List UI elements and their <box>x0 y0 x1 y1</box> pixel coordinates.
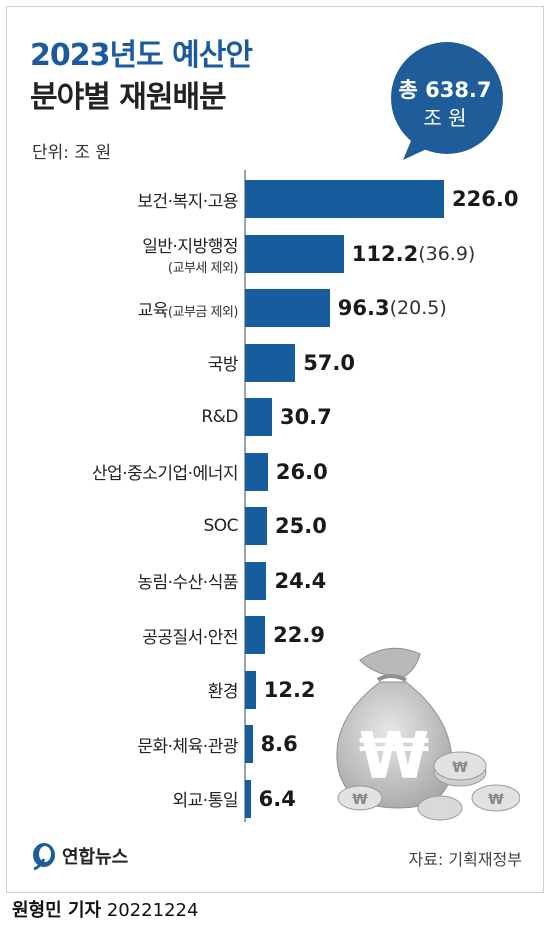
category-label-text: 교육(교부금 제외) <box>137 300 239 321</box>
bar-row: 국방 57.0 <box>0 341 550 391</box>
category-note: (교부세 제외) <box>167 260 239 276</box>
category-label-text: 문화·체육·관광 <box>137 736 238 757</box>
svg-text:₩: ₩ <box>352 792 368 808</box>
yonhap-logo-icon <box>33 843 55 871</box>
data-label: 8.6 <box>261 722 298 766</box>
category-label: 산업·중소기업·에너지 <box>91 450 239 494</box>
category-label-text: 보건·복지·고용 <box>137 191 238 212</box>
category-label-text: 일반·지방행정 <box>142 236 238 257</box>
agency-name: 연합뉴스 <box>62 847 129 868</box>
category-label-text: R&D <box>201 407 238 427</box>
value-label: 112.2 <box>351 241 419 266</box>
bar <box>245 670 256 709</box>
category-label-text: 외교·통일 <box>172 791 239 811</box>
bar-row: 공공질서·안전 22.9 <box>0 613 550 663</box>
category-label: 일반·지방행정 (교부세 제외) <box>142 232 238 276</box>
bar <box>245 234 344 273</box>
chart-subtitle: 분야별 재원배분 <box>30 80 227 115</box>
speech-bubble-icon <box>391 42 503 160</box>
bar-row: 보건·복지·고용 226.0 <box>0 177 550 227</box>
paren-value-label: (36.9) <box>418 242 476 265</box>
category-label: 보건·복지·고용 <box>137 177 238 221</box>
value-label: 96.3 <box>337 296 390 320</box>
bar <box>245 398 273 436</box>
value-label: 30.7 <box>280 405 332 429</box>
category-label-text: 농림·수산·식품 <box>137 573 238 593</box>
bar-row: SOC 25.0 <box>0 504 550 554</box>
data-label: 57.0 <box>303 341 355 385</box>
won-sign-icon: ₩ <box>359 720 430 794</box>
category-label: 문화·체육·관광 <box>137 722 238 766</box>
svg-text:₩: ₩ <box>359 720 430 794</box>
data-label: 226.0 <box>452 177 518 221</box>
data-label: 12.2 <box>264 668 316 712</box>
total-bubble: 총 638.7 조 원 <box>383 40 507 164</box>
bar <box>245 616 266 654</box>
reporter-name: 원형민 기자 <box>12 900 102 921</box>
bar <box>245 180 444 218</box>
data-label: 30.7 <box>280 395 332 439</box>
value-label: 226.0 <box>452 187 519 211</box>
svg-text:₩: ₩ <box>452 760 468 776</box>
category-label-text: 국방 <box>207 355 239 375</box>
category-label: 환경 <box>207 668 239 712</box>
bar <box>245 561 267 600</box>
value-label: 22.9 <box>273 623 325 647</box>
bar-row: 농림·수산·식품 24.4 <box>0 559 550 609</box>
money-bag-icon: ₩ ₩ ₩ ₩ <box>336 647 520 821</box>
value-label: 26.0 <box>275 459 328 484</box>
category-label: 공공질서·안전 <box>142 613 238 657</box>
category-label: 교육(교부금 제외) <box>137 286 239 330</box>
data-label: 25.0 <box>275 504 327 548</box>
category-label: 국방 <box>207 341 239 385</box>
bar <box>245 452 268 491</box>
bar <box>245 289 330 327</box>
category-label-text: 환경 <box>207 682 239 702</box>
won-coin-icon: ₩ ₩ ₩ <box>337 751 520 821</box>
bar-row: 교육(교부금 제외) 96.3 (20.5) <box>0 286 550 336</box>
bar-row: 산업·중소기업·에너지 26.0 <box>0 450 550 500</box>
bar <box>245 725 253 763</box>
bar <box>245 779 251 818</box>
data-label: 112.2 (36.9) <box>352 232 476 276</box>
value-label: 8.6 <box>260 732 298 756</box>
unit-label: 단위: 조 원 <box>32 143 112 163</box>
bar-row: 환경 12.2 <box>0 668 550 718</box>
category-label: 농림·수산·식품 <box>137 559 238 603</box>
data-label: 22.9 <box>273 613 325 657</box>
svg-text:₩: ₩ <box>488 792 504 808</box>
bar-row: 일반·지방행정 (교부세 제외) 112.2 (36.9) <box>0 232 550 282</box>
value-label: 25.0 <box>275 514 327 538</box>
bar-row: R&D 30.7 <box>0 395 550 445</box>
value-label: 6.4 <box>258 786 296 811</box>
infographic-frame <box>6 6 544 893</box>
data-label: 24.4 <box>274 559 326 603</box>
bar <box>245 507 267 545</box>
agency-logo: 연합뉴스 <box>30 836 128 876</box>
total-bubble-unit: 조 원 <box>423 106 467 130</box>
data-label: 96.3 (20.5) <box>338 286 447 330</box>
category-axis-line <box>244 170 246 822</box>
value-label: 24.4 <box>274 568 327 593</box>
bar-row: 문화·체육·관광 8.6 <box>0 722 550 772</box>
value-label: 57.0 <box>303 350 356 375</box>
category-label: 외교·통일 <box>172 777 239 821</box>
category-label: SOC <box>203 504 238 548</box>
publish-date: 20221224 <box>106 900 199 921</box>
category-label: R&D <box>201 395 238 439</box>
category-label-text: 산업·중소기업·에너지 <box>91 464 239 484</box>
category-note: (교부금 제외) <box>167 304 239 320</box>
data-label: 26.0 <box>276 450 328 494</box>
bar <box>245 343 296 382</box>
chart-title: 2023년도 예산안 <box>30 38 253 73</box>
category-label-text: SOC <box>203 516 238 536</box>
byline: 원형민 기자 20221224 <box>12 896 198 922</box>
source-note: 자료: 기획재정부 <box>408 850 522 869</box>
category-label-text: 공공질서·안전 <box>142 627 238 648</box>
paren-value-label: (20.5) <box>389 297 447 319</box>
total-bubble-amount: 총 638.7 <box>398 78 492 102</box>
bar-row: 외교·통일 6.4 <box>0 777 550 827</box>
value-label: 12.2 <box>263 677 316 702</box>
data-label: 6.4 <box>259 777 296 821</box>
